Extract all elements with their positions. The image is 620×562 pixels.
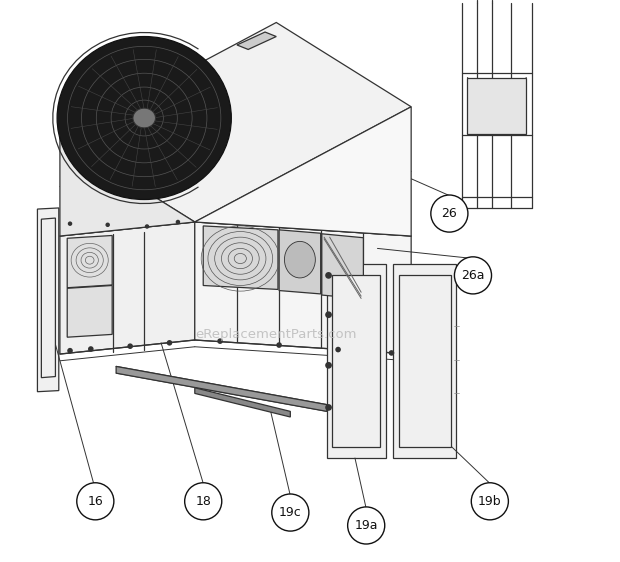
Circle shape <box>431 195 468 232</box>
Polygon shape <box>195 222 411 354</box>
Polygon shape <box>467 78 526 134</box>
Polygon shape <box>195 388 290 417</box>
Circle shape <box>67 348 73 353</box>
Circle shape <box>277 342 282 348</box>
Circle shape <box>185 483 222 520</box>
Polygon shape <box>393 264 456 458</box>
Circle shape <box>389 350 394 356</box>
Text: 16: 16 <box>87 495 103 508</box>
Text: 18: 18 <box>195 495 211 508</box>
Polygon shape <box>42 218 55 378</box>
Polygon shape <box>195 107 411 236</box>
Polygon shape <box>203 226 278 289</box>
Text: 26: 26 <box>441 207 458 220</box>
Polygon shape <box>327 264 386 458</box>
Circle shape <box>167 340 172 346</box>
Polygon shape <box>60 22 411 222</box>
Circle shape <box>272 494 309 531</box>
Circle shape <box>77 483 114 520</box>
Circle shape <box>325 272 332 279</box>
Polygon shape <box>399 275 451 447</box>
Polygon shape <box>332 275 380 447</box>
Ellipse shape <box>133 108 156 128</box>
Polygon shape <box>237 32 277 49</box>
Circle shape <box>127 343 133 349</box>
Circle shape <box>454 257 492 294</box>
Text: 19b: 19b <box>478 495 502 508</box>
Polygon shape <box>116 366 327 411</box>
Polygon shape <box>60 222 195 354</box>
Polygon shape <box>67 285 112 337</box>
Circle shape <box>88 346 94 352</box>
Circle shape <box>335 347 341 352</box>
Circle shape <box>325 311 332 318</box>
Polygon shape <box>279 230 321 294</box>
Circle shape <box>348 507 385 544</box>
Text: 19a: 19a <box>355 519 378 532</box>
Circle shape <box>217 338 223 344</box>
Circle shape <box>175 220 180 224</box>
Circle shape <box>325 404 332 411</box>
Polygon shape <box>37 208 59 392</box>
Circle shape <box>325 362 332 369</box>
Ellipse shape <box>285 242 316 278</box>
Text: eReplacementParts.com: eReplacementParts.com <box>195 328 357 341</box>
Circle shape <box>471 483 508 520</box>
Text: 26a: 26a <box>461 269 485 282</box>
Polygon shape <box>67 235 112 288</box>
Text: 19c: 19c <box>279 506 302 519</box>
Circle shape <box>145 224 149 229</box>
Circle shape <box>68 221 73 226</box>
Polygon shape <box>322 234 363 299</box>
Circle shape <box>105 223 110 227</box>
Ellipse shape <box>57 37 231 200</box>
Polygon shape <box>60 138 195 236</box>
